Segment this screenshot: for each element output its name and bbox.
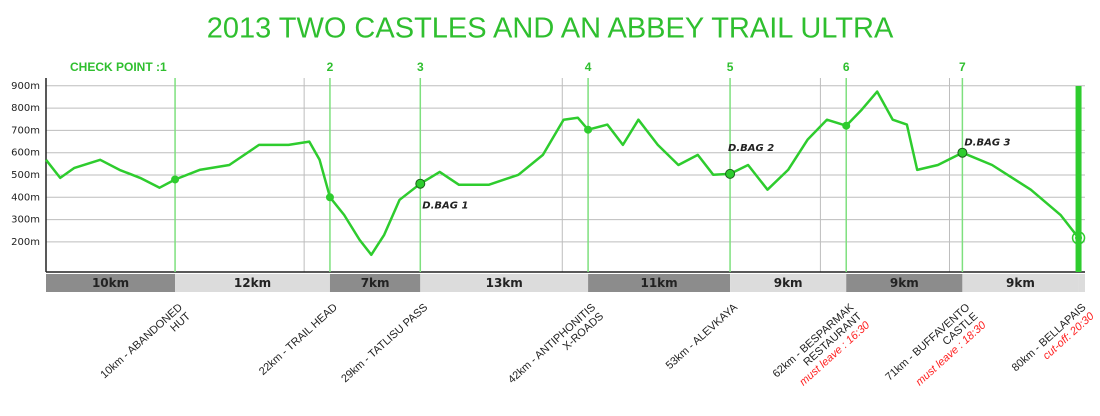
checkpoint-marker: [325, 193, 334, 202]
checkpoint-name-line: 22km - TRAIL HEAD: [257, 301, 340, 377]
segment: [46, 274, 176, 292]
checkpoint-number: 3: [417, 60, 424, 74]
checkpoint-name: 22km - TRAIL HEAD: [257, 301, 340, 377]
y-tick-label: 600m: [11, 148, 40, 159]
segment: [588, 274, 731, 292]
checkpoint-name: 53km - ALEVKAYA: [664, 301, 741, 372]
y-tick-label: 500m: [11, 170, 40, 181]
checkpoint-number: 7: [959, 60, 966, 74]
checkpoint-title: CHECK POINT :1: [70, 60, 167, 74]
segment: [846, 274, 963, 292]
segment-label: 9km: [1006, 276, 1035, 290]
checkpoint-name-line: 53km - ALEVKAYA: [664, 301, 741, 372]
y-tick-label: 800m: [11, 103, 40, 114]
segment-label: 7km: [361, 276, 390, 290]
chart-title: 2013 TWO CASTLES AND AN ABBEY TRAIL ULTR…: [207, 13, 894, 45]
checkpoint-marker: [725, 168, 736, 179]
segment-label: 13km: [486, 276, 523, 290]
checkpoint-name-line: 29km - TATLISU PASS: [339, 301, 430, 385]
checkpoint-marker: [415, 178, 426, 189]
checkpoint-name-line: 42km - ANTIPHONITIS: [506, 301, 598, 386]
checkpoint-number: 6: [843, 60, 850, 74]
drop-bag-label: D.BAG 1: [422, 201, 468, 212]
segment-label: 10km: [92, 276, 129, 290]
checkpoint-name-line: 10km - ABANDONED: [98, 301, 185, 381]
checkpoint-marker: [171, 175, 180, 184]
y-tick-label: 200m: [11, 237, 40, 248]
segment-tail: [1078, 274, 1085, 292]
segment: [329, 274, 421, 292]
checkpoint-name-line: 80km - BELLAPAIS: [1010, 301, 1089, 374]
elevation-line: [45, 90, 1080, 257]
segment: [420, 274, 589, 292]
segment-label: 11km: [640, 276, 677, 290]
segment-label: 12km: [234, 276, 271, 290]
segment: [730, 274, 847, 292]
checkpoint-number: 5: [727, 60, 734, 74]
checkpoint-number: 2: [327, 60, 334, 74]
segment-label: 9km: [774, 276, 803, 290]
checkpoint-marker: [584, 125, 593, 134]
finish-bar: [1075, 86, 1082, 272]
segment-label: 9km: [890, 276, 919, 290]
y-tick-label: 400m: [11, 192, 40, 203]
y-tick-label: 300m: [11, 215, 40, 226]
checkpoint-marker: [842, 121, 851, 130]
finish-marker-inner: [1075, 234, 1083, 242]
drop-bag-label: D.BAG 2: [728, 143, 774, 154]
drop-bag-label: D.BAG 3: [964, 138, 1010, 149]
segment: [962, 274, 1079, 292]
y-tick-label: 900m: [11, 81, 40, 92]
finish-marker: [1071, 231, 1086, 245]
checkpoint-name: 29km - TATLISU PASS: [339, 301, 430, 385]
segment: [175, 274, 330, 292]
y-tick-label: 700m: [11, 125, 40, 136]
checkpoint-marker: [957, 147, 968, 158]
checkpoint-number: 4: [585, 60, 592, 74]
